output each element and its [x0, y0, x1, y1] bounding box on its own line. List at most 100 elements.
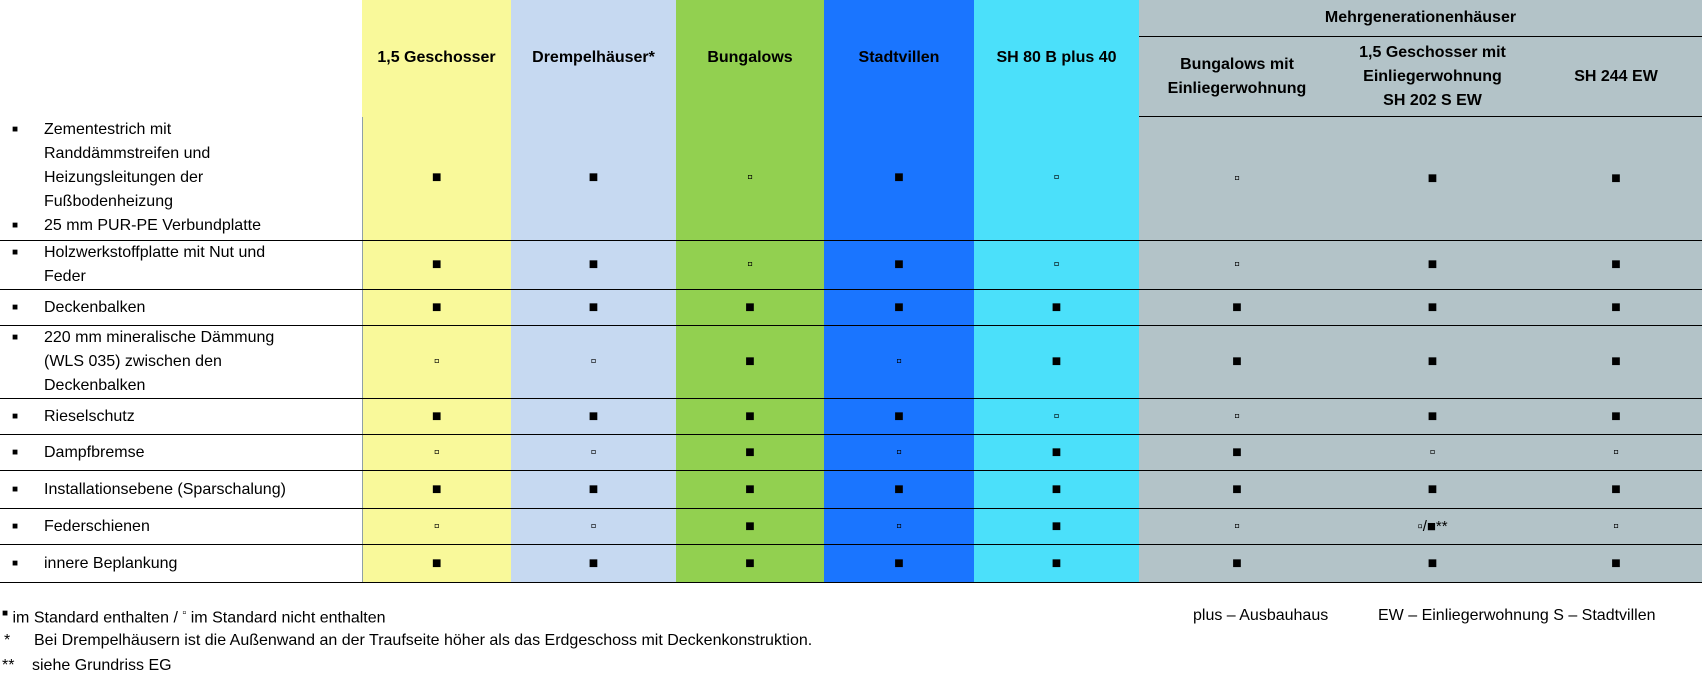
mark-cell: ■ [824, 116, 974, 241]
filled-mark-icon: ■ [894, 298, 904, 316]
feature-cell: ■ Deckenbalken [0, 289, 362, 326]
mark-cell: ■ [1335, 289, 1530, 326]
mark-cell: ■ [361, 544, 511, 583]
table-row: ■ Installationsebene (Sparschalung) ■ ■ ■ ■ ■ ■… [0, 470, 1702, 509]
filled-mark-icon: ■ [894, 480, 904, 498]
feature-line: 25 mm PUR-PE Verbundplatte [44, 217, 261, 235]
filled-mark-icon: ■ [1051, 298, 1062, 316]
mark-cell: ■ [676, 325, 824, 399]
mark-cell: ■ [1530, 240, 1702, 290]
mark-cell: ■ [511, 116, 676, 241]
filled-mark-icon: ■ [431, 480, 442, 498]
specification-table: 1,5 Geschosser Drempelhäuser* Bungalows Sta… [0, 0, 1702, 583]
mark-cell: ▫ [974, 398, 1139, 435]
feature-line: Zementestrich mit [44, 121, 172, 139]
filled-mark-icon: ■ [894, 256, 904, 273]
mark-cell: ■ [824, 398, 974, 435]
feature-item: ■ Dampfbremse [12, 441, 362, 465]
bullet-icon: ■ [12, 247, 19, 258]
mark-cell: ■ [1530, 289, 1702, 326]
mark-cell: ■ [974, 289, 1139, 326]
feature-item: ■ 25 mm PUR-PE Verbundplatte [12, 214, 362, 238]
filled-mark-icon: ■ [588, 169, 599, 187]
mark-cell: ■ [1335, 116, 1530, 241]
group-column-header-line: Einliegerwohnung [1363, 67, 1502, 85]
filled-mark-icon: ■ [1427, 407, 1438, 425]
mark-cell: ▫ [1530, 434, 1702, 471]
mark-cell: ■ [511, 544, 676, 583]
empty-mark-icon: ▫ [1613, 443, 1619, 461]
feature-text: 220 mm mineralische Dämmung (WLS 035) zwi… [44, 326, 274, 398]
legend-ew: EW – Einliegerwohnung S – Stadtvillen [1378, 607, 1656, 624]
feature-item: ■ Holzwerkstoffplatte mit Nut und Feder [12, 241, 362, 289]
feature-line: Dampfbremse [44, 443, 145, 461]
filled-mark-icon: ■ [431, 169, 442, 187]
filled-mark-icon: ■ [1427, 169, 1438, 187]
mark-cell: ■ [676, 508, 824, 545]
footnote-2-mark: ** [2, 657, 15, 674]
mark-cell: ■ [824, 470, 974, 509]
feature-cell: ■ Federschienen [0, 508, 362, 545]
empty-mark-icon: ▫ [1234, 407, 1240, 425]
feature-cell: ■ Installationsebene (Sparschalung) [0, 470, 362, 509]
column-header-3: Bungalows [676, 0, 824, 117]
filled-mark-icon: ■ [588, 256, 599, 273]
filled-mark-icon: ■ [1232, 480, 1242, 498]
empty-mark-icon: ▫ [896, 517, 902, 535]
mark-cell: ▫ [676, 116, 824, 241]
empty-mark-icon: ▫ [1429, 443, 1436, 461]
empty-mark-icon: ▫ [1053, 407, 1060, 425]
feature-text: Installationsebene (Sparschalung) [44, 478, 286, 502]
group-column-header-line: Bungalows mit [1180, 55, 1294, 73]
mark-cell: ■ [1335, 398, 1530, 435]
mark-cell: ■ [511, 470, 676, 509]
feature-item: ■ Deckenbalken [12, 296, 362, 320]
mark-cell: ■ [676, 470, 824, 509]
mark-cell: ■ [1530, 398, 1702, 435]
mark-cell: ■ [361, 116, 511, 241]
filled-mark-icon: ■ [588, 554, 599, 572]
feature-line: (WLS 035) zwischen den [44, 353, 222, 370]
filled-mark-icon: ■ [745, 480, 755, 498]
mark-cell: ▫ [511, 325, 676, 399]
mark-cell: ▫ [1139, 508, 1335, 545]
filled-mark-icon: ■ [588, 480, 599, 498]
feature-text: Zementestrich mit Randdämmstreifen und Hei… [44, 118, 210, 214]
mark-cell: ■ [1139, 434, 1335, 471]
filled-mark-icon: ■ [431, 554, 442, 572]
mark-cell: ■ [974, 508, 1139, 545]
header-row-subcolumns: Bungalows mit Einliegerwohnung 1,5 Geschos… [0, 36, 1702, 117]
feature-line: Rieselschutz [44, 407, 135, 425]
table-row: ■ innere Beplankung ■ ■ ■ ■ ■ ■ ■ ■ [0, 544, 1702, 583]
filled-mark-icon: ■ [1051, 443, 1062, 461]
empty-mark-icon: ▫ [896, 443, 902, 461]
filled-mark-icon: ■ [1611, 554, 1621, 572]
feature-line: Fußbodenheizung [44, 193, 173, 211]
filled-mark-icon: ■ [1232, 353, 1242, 370]
filled-mark-icon: ■ [1232, 298, 1242, 316]
filled-mark-icon: ■ [1051, 480, 1062, 498]
filled-mark-icon: ■ [745, 554, 755, 572]
empty-mark-icon: ▫ [1234, 256, 1240, 273]
mark-cell: ▫ [511, 434, 676, 471]
mark-cell: ■ [1139, 544, 1335, 583]
filled-mark-icon: ■ [1611, 407, 1621, 425]
legend-not-standard-text: im Standard nicht enthalten [190, 609, 386, 627]
mark-cell: ■ [676, 544, 824, 583]
filled-mark-icon: ■ [745, 443, 755, 461]
filled-mark-icon: ■ [1427, 298, 1438, 316]
mark-cell: ▫ [361, 434, 511, 471]
feature-line: Feder [44, 268, 86, 285]
mark-cell: ■ [676, 289, 824, 326]
filled-mark-icon: ■ [1611, 298, 1621, 316]
footnote-1: * Bei Drempelhäusern ist die Außenwand an… [4, 632, 812, 650]
empty-mark-icon: ▫ [590, 353, 597, 370]
mark-cell: ▫ [1139, 398, 1335, 435]
mark-cell: ■ [1335, 240, 1530, 290]
empty-mark-icon: ▫ [1613, 517, 1619, 535]
table-row: ■ 220 mm mineralische Dämmung (WLS 035) zw… [0, 325, 1702, 399]
group-header: Mehrgenerationenhäuser [1139, 0, 1702, 37]
mark-cell: ▫ [361, 508, 511, 545]
feature-item: ■ Federschienen [12, 515, 362, 539]
mark-cell: ■ [511, 289, 676, 326]
